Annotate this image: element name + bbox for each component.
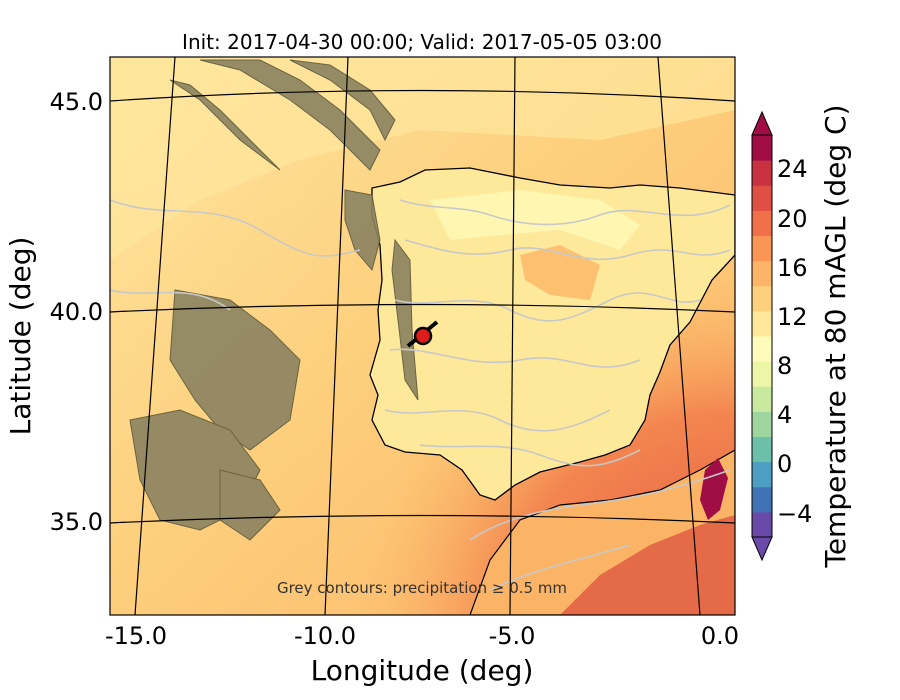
colorbar-band <box>752 512 772 538</box>
y-axis-label: Latitude (deg) <box>4 237 37 436</box>
colorbar-band <box>752 437 772 463</box>
x-tick-label: -15.0 <box>105 622 167 650</box>
colorbar-tick-label: 4 <box>777 401 792 429</box>
colorbar-tick-label: 12 <box>777 303 808 331</box>
y-tick-label: 45.0 <box>50 88 103 116</box>
map-plot-area: Grey contours: precipitation ≥ 0.5 mm <box>110 57 735 615</box>
colorbar-tick-label: 24 <box>777 155 808 183</box>
colorbar-band <box>752 386 772 412</box>
y-tick-label: 35.0 <box>50 508 103 536</box>
x-axis-label: Longitude (deg) <box>311 654 534 687</box>
colorbar-tick-label: 16 <box>777 254 808 282</box>
colorbar: 24 20 16 12 8 4 0 −4 Temperature at 80 m… <box>752 104 852 568</box>
y-tick-label: 40.0 <box>50 298 103 326</box>
colorbar-tick-label: −4 <box>777 500 812 528</box>
colorbar-band <box>752 236 772 262</box>
colorbar-band <box>752 487 772 513</box>
colorbar-band <box>752 185 772 211</box>
colorbar-extend-bottom <box>752 537 772 560</box>
colorbar-tick-label: 8 <box>777 352 792 380</box>
precip-annotation: Grey contours: precipitation ≥ 0.5 mm <box>277 579 567 597</box>
colorbar-band <box>752 160 772 186</box>
colorbar-band <box>752 311 772 337</box>
colorbar-band <box>752 462 772 488</box>
colorbar-band <box>752 286 772 312</box>
x-tick-label: 0.0 <box>701 622 739 650</box>
x-tick-label: -10.0 <box>294 622 356 650</box>
colorbar-band <box>752 336 772 362</box>
colorbar-ticks: 24 20 16 12 8 4 0 −4 <box>777 155 812 528</box>
chart-title: Init: 2017-04-30 00:00; Valid: 2017-05-0… <box>182 30 662 54</box>
colorbar-band <box>752 261 772 287</box>
colorbar-bands <box>752 135 772 538</box>
colorbar-extend-top <box>752 112 772 135</box>
colorbar-tick-label: 0 <box>777 450 792 478</box>
colorbar-band <box>752 210 772 236</box>
colorbar-label: Temperature at 80 mAGL (deg C) <box>819 104 852 568</box>
colorbar-band <box>752 361 772 387</box>
colorbar-tick-label: 20 <box>777 205 808 233</box>
colorbar-band <box>752 135 772 161</box>
colorbar-band <box>752 411 772 437</box>
x-tick-label: -5.0 <box>489 622 536 650</box>
